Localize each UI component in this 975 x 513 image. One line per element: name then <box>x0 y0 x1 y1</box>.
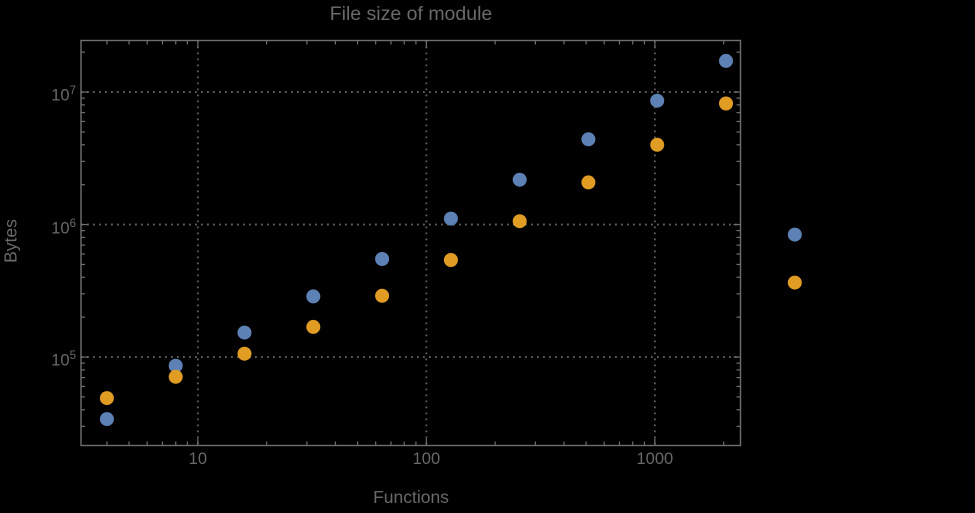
blue-series-point <box>306 289 321 304</box>
orange-series-point <box>237 346 252 361</box>
orange-series-point <box>306 319 321 334</box>
blue-series-point <box>787 227 802 242</box>
x-axis-label: Functions <box>373 487 449 507</box>
y-tick-label: 105 <box>51 350 76 370</box>
chart-title: File size of module <box>329 3 493 25</box>
orange-series-point <box>375 288 390 303</box>
y-tick-label: 107 <box>51 85 76 105</box>
orange-series-point <box>787 275 802 290</box>
x-tick-label: 1000 <box>636 450 674 468</box>
blue-series-point <box>512 172 527 187</box>
blue-series-point <box>719 53 733 68</box>
orange-series-point <box>512 214 527 229</box>
blue-series-point <box>581 132 596 147</box>
blue-series-point <box>443 211 458 226</box>
orange-series-point <box>650 137 665 152</box>
orange-series-point <box>581 175 596 190</box>
orange-series-point <box>443 253 458 267</box>
blue-series-point <box>168 358 183 373</box>
orange-series-point <box>719 96 733 111</box>
orange-series-point <box>99 391 114 406</box>
blue-series-point <box>237 325 252 340</box>
blue-series-point <box>99 412 114 427</box>
x-tick-label: 100 <box>412 450 441 468</box>
y-axis-label: Bytes <box>0 219 21 263</box>
orange-series-point <box>168 369 183 384</box>
blue-series-point <box>375 252 390 266</box>
y-tick-label: 106 <box>51 217 76 238</box>
blue-series-point <box>650 93 665 108</box>
plot-frame <box>80 39 742 447</box>
x-tick-label: 10 <box>188 450 208 468</box>
